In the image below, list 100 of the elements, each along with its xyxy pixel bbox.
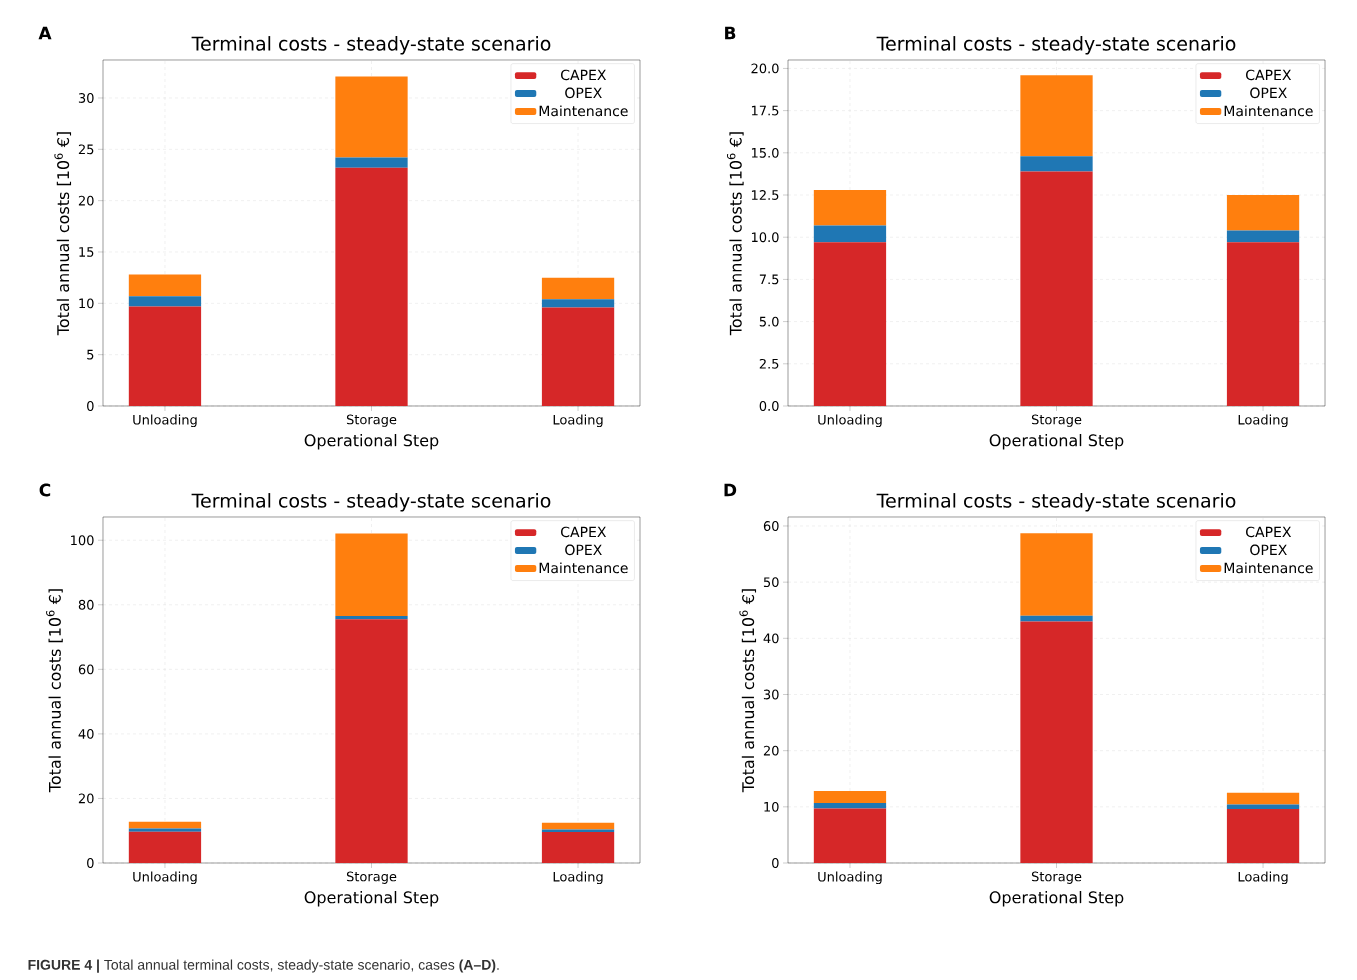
legend-label: CAPEX	[561, 526, 607, 538]
y-tick-label: 60	[78, 664, 94, 675]
y-tick-label: 20.0	[751, 63, 779, 74]
bar	[813, 189, 887, 226]
text: A	[38, 26, 52, 40]
bar	[541, 832, 615, 863]
y-tick-label: 0	[87, 401, 94, 411]
y-tick-label: 20	[78, 793, 94, 804]
legend-label: OPEX	[1250, 87, 1287, 99]
text: B	[725, 26, 736, 40]
bar	[1226, 230, 1300, 243]
y-tick-label: 7.5	[759, 274, 779, 285]
x-axis-title: Operational Step	[304, 433, 439, 450]
y-tick-label: 12.5	[751, 190, 779, 200]
bar	[1020, 533, 1093, 616]
y-tick-label: 40	[78, 728, 94, 739]
legend-label: Maintenance	[1224, 562, 1313, 574]
legend-label: Maintenance	[539, 562, 628, 574]
x-tick-label: Loading	[553, 871, 603, 885]
chart-title: Terminal costs - steady-state scenario	[876, 493, 1236, 512]
y-tick-label: 0	[87, 858, 94, 868]
y-tick-label: 15	[79, 247, 94, 257]
bar	[1226, 809, 1300, 863]
x-axis-title: Operational Step	[304, 890, 439, 907]
legend-label: Maintenance	[1224, 105, 1313, 117]
bar	[128, 274, 202, 297]
chart-title: Terminal costs - steady-state scenario	[191, 493, 551, 512]
y-tick-label: 0.0	[759, 401, 779, 411]
bar	[128, 831, 202, 863]
legend-label: OPEX	[565, 544, 602, 556]
text: FIGURE 4 | Total annual terminal costs, steady-state scenario, cases (A–D).	[28, 959, 499, 973]
bar	[1226, 792, 1300, 805]
x-tick-label: Unloading	[818, 414, 882, 428]
y-axis-title: Total annual costs [10$^{6}$ €]	[726, 132, 744, 336]
x-tick-label: Storage	[1031, 871, 1082, 884]
chart-title: Terminal costs - steady-state scenario	[876, 36, 1236, 55]
bar	[813, 808, 887, 863]
bar	[1020, 75, 1093, 157]
bar	[541, 829, 615, 833]
x-tick-label: Storage	[346, 414, 397, 427]
y-axis-title: Total annual costs [10$^{6}$ €]	[46, 589, 63, 793]
legend-label: CAPEX	[561, 69, 607, 81]
x-axis-title: Operational Step	[989, 890, 1124, 907]
y-tick-label: 0	[772, 858, 779, 868]
bar	[128, 306, 202, 406]
y-tick-label: 20	[78, 195, 94, 206]
legend-label: OPEX	[1250, 544, 1287, 556]
legend-label: Maintenance	[539, 105, 628, 117]
bar	[335, 616, 408, 620]
y-axis-title: Total annual costs [10$^{6}$ €]	[54, 132, 72, 336]
y-tick-label: 60	[763, 521, 779, 531]
bar	[335, 76, 408, 158]
y-tick-label: 50	[763, 577, 779, 588]
bar	[813, 242, 887, 406]
y-tick-label: 5.0	[759, 316, 779, 327]
bar	[813, 802, 887, 809]
y-tick-label: 30	[763, 689, 779, 700]
bar	[1020, 621, 1093, 863]
bar	[1226, 195, 1300, 231]
y-tick-label: 15.0	[751, 147, 779, 158]
bar	[335, 157, 408, 168]
bar	[813, 225, 887, 243]
y-tick-label: 100	[71, 535, 94, 546]
x-tick-label: Storage	[346, 871, 397, 884]
y-tick-label: 10	[764, 801, 779, 812]
y-tick-label: 5	[87, 349, 94, 360]
x-tick-label: Storage	[1031, 414, 1082, 427]
text: D	[724, 483, 737, 497]
x-tick-label: Loading	[1238, 414, 1288, 428]
x-tick-label: Unloading	[133, 414, 197, 428]
x-axis-title: Operational Step	[989, 433, 1124, 450]
y-tick-label: 30	[78, 93, 94, 103]
bar	[335, 619, 408, 863]
bar	[1020, 171, 1093, 406]
y-tick-label: 10.0	[751, 232, 779, 243]
y-tick-label: 25	[78, 144, 94, 155]
y-tick-label: 10	[79, 298, 94, 309]
legend-label: OPEX	[565, 87, 602, 99]
legend-label: CAPEX	[1246, 526, 1292, 538]
legend-label: CAPEX	[1246, 69, 1292, 81]
bar	[1020, 156, 1093, 172]
bar	[335, 533, 408, 617]
x-tick-label: Unloading	[818, 871, 882, 885]
y-tick-label: 20	[763, 745, 779, 756]
bar	[1020, 615, 1093, 622]
y-tick-label: 2.5	[759, 358, 779, 369]
x-tick-label: Loading	[553, 414, 603, 428]
bar	[128, 296, 202, 307]
y-tick-label: 17.5	[751, 105, 779, 116]
bar	[541, 307, 615, 406]
chart-title: Terminal costs - steady-state scenario	[191, 36, 551, 55]
bar	[335, 167, 408, 406]
bar	[541, 277, 615, 300]
bar	[813, 791, 887, 803]
y-tick-label: 80	[78, 599, 94, 610]
bar	[541, 299, 615, 308]
y-tick-label: 40	[763, 633, 779, 644]
x-tick-label: Loading	[1238, 871, 1288, 885]
y-axis-title: Total annual costs [10$^{6}$ €]	[739, 589, 757, 793]
bar	[1226, 242, 1300, 406]
